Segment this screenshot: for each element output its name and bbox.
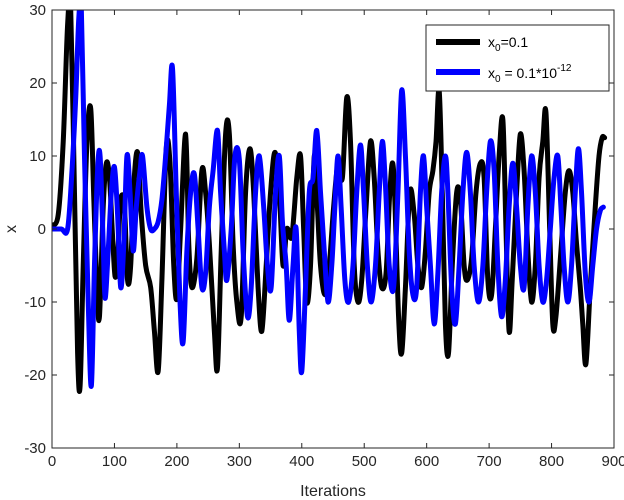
y-tick-label: 20 — [29, 75, 46, 92]
x-tick-label: 100 — [102, 453, 127, 470]
x-tick-label: 400 — [289, 453, 314, 470]
y-tick-label: 30 — [29, 2, 46, 19]
x-tick-label: 200 — [164, 453, 189, 470]
y-axis-label: x — [3, 225, 20, 233]
x-tick-label: 300 — [227, 453, 252, 470]
y-tick-label: 0 — [38, 221, 46, 238]
legend-entry-2-suffix: = 0.1*10 — [501, 65, 558, 81]
x-tick-label: 800 — [539, 453, 564, 470]
legend-entry-series-1: x0=0.1 — [488, 34, 528, 54]
y-tick-label: 10 — [29, 148, 46, 165]
legend-entry-2-sub: 0 — [495, 74, 501, 85]
legend-entry-2-sup: -12 — [557, 63, 572, 74]
legend-entry-1-sub: 0 — [495, 43, 501, 54]
x-axis-label: Iterations — [300, 483, 366, 500]
x-tick-label: 500 — [352, 453, 377, 470]
x-tick-label: 600 — [414, 453, 439, 470]
x-tick-label: 900 — [601, 453, 624, 470]
legend: x0=0.1 x0 = 0.1*10-12 — [425, 24, 610, 92]
x-tick-label: 0 — [48, 453, 56, 470]
legend-entry-1-prefix: x — [488, 34, 495, 50]
legend-entry-1-suffix: =0.1 — [501, 34, 529, 50]
legend-entry-2-prefix: x — [488, 65, 495, 81]
series-line-2 — [52, 10, 606, 389]
x-tick-label: 700 — [477, 453, 502, 470]
y-axis: -30 -20 -10 0 10 20 30 — [24, 2, 614, 457]
legend-box — [425, 24, 610, 92]
y-tick-label: -30 — [24, 440, 46, 457]
series-layer — [52, 10, 608, 395]
x-axis: 0 100 200 300 400 500 600 700 800 900 — [48, 10, 624, 470]
legend-entry-series-2: x0 = 0.1*10-12 — [488, 63, 572, 85]
y-tick-label: -10 — [24, 294, 46, 311]
y-tick-label: -20 — [24, 367, 46, 384]
